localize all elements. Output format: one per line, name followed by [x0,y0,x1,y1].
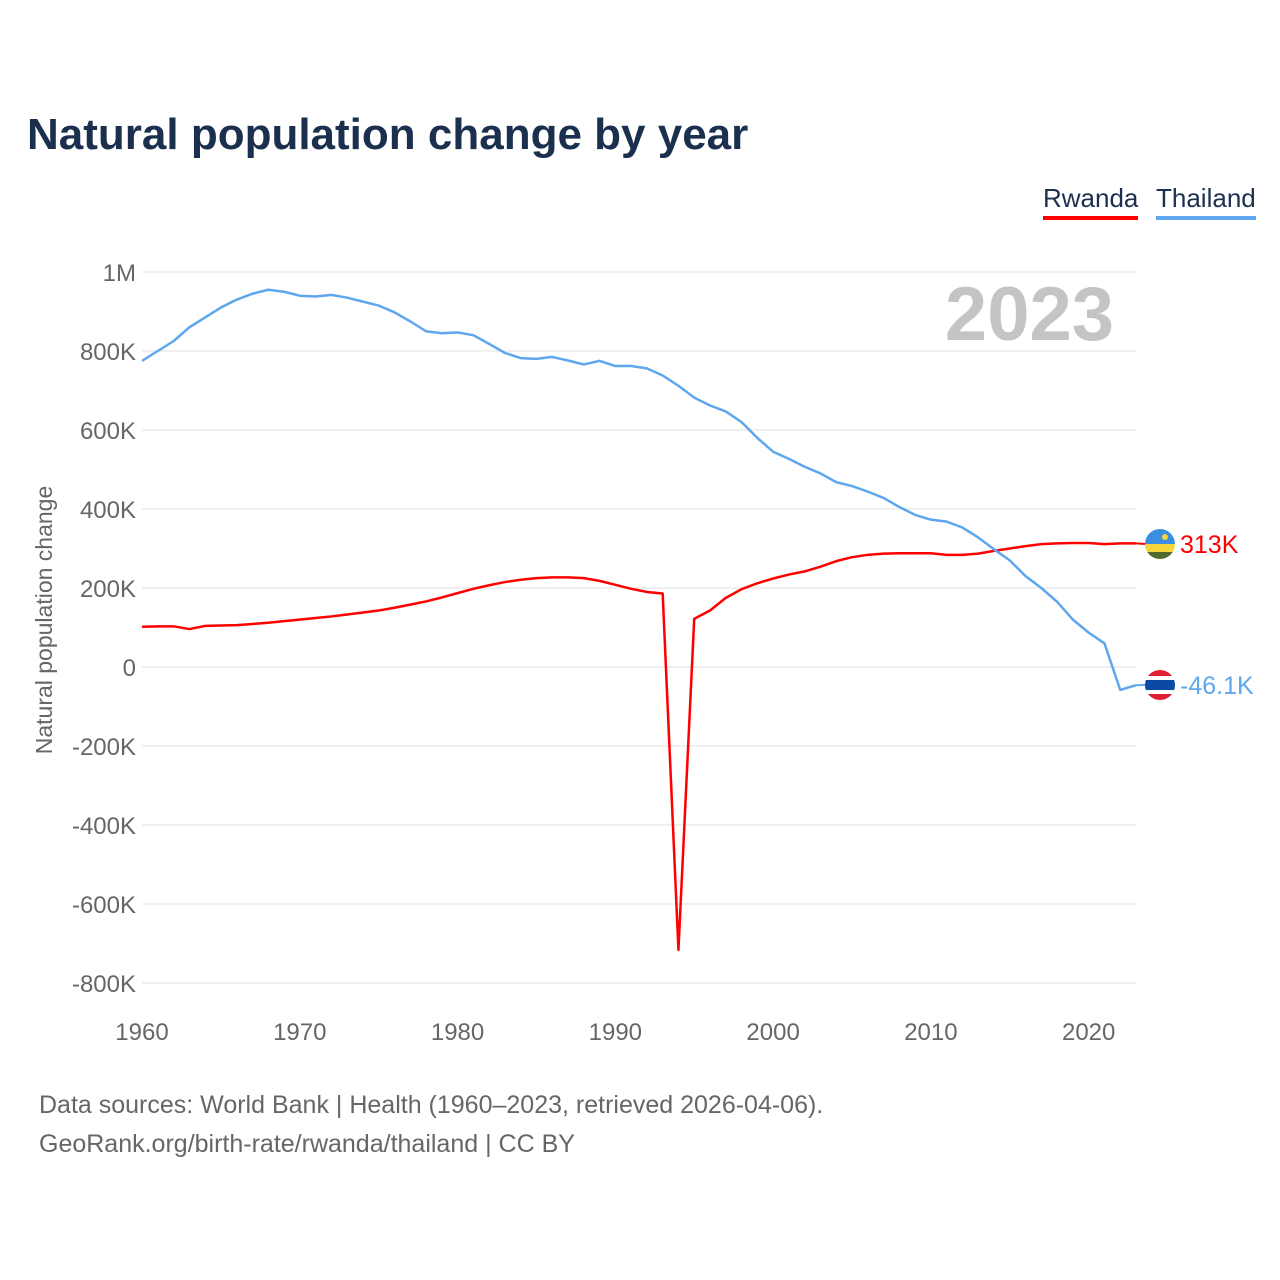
x-tick-label: 2010 [904,1019,957,1046]
y-tick-label: 800K [80,339,136,366]
y-tick-label: -200K [72,734,136,761]
x-tick-label: 1970 [273,1019,326,1046]
y-axis-label: Natural population change [31,486,57,755]
end-value-label-rwanda: 313K [1180,531,1239,559]
series-line-rwanda [141,541,1136,952]
end-value-label-thailand: -46.1K [1180,672,1254,700]
y-tick-label: 400K [80,497,136,524]
x-tick-label: 2020 [1062,1019,1115,1046]
y-tick-label: 600K [80,418,136,445]
legend-thailand[interactable]: Thailand [1156,183,1256,220]
legend-rwanda[interactable]: Rwanda [1043,183,1139,220]
x-tick-label: 1960 [115,1019,168,1046]
source-note: Data sources: World Bank | Health (1960–… [39,1091,824,1119]
year-label: 2023 [945,272,1114,357]
x-tick-label: 1980 [431,1019,484,1046]
attribution-link[interactable]: GeoRank.org/birth-rate/rwanda/thailand |… [39,1130,575,1158]
y-tick-label: 1M [103,260,136,287]
x-tick-label: 1990 [589,1019,642,1046]
chart-title: Natural population change by year [27,110,749,159]
y-tick-label: -400K [72,813,136,840]
footer: Data sources: World Bank | Health (1960–… [39,1086,823,1164]
x-tick-label: 2000 [746,1019,799,1046]
y-tick-label: -800K [72,971,136,998]
y-tick-label: -600K [72,892,136,919]
thailand-flag-icon [1145,670,1175,700]
connector-line [1135,542,1147,545]
y-tick-label: 0 [123,655,136,682]
rwanda-flag-icon [1145,529,1175,559]
series-line-thailand [141,288,1137,692]
y-tick-label: 200K [80,576,136,603]
